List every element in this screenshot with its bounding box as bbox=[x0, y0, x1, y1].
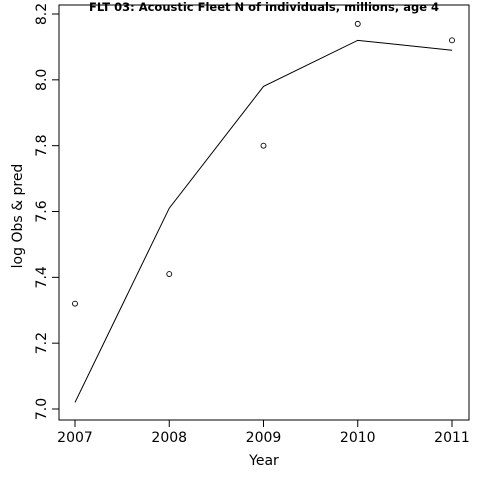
x-tick-label: 2007 bbox=[57, 430, 93, 446]
x-tick-label: 2008 bbox=[151, 430, 187, 446]
y-tick-label: 7.0 bbox=[34, 398, 50, 420]
y-tick-label: 7.2 bbox=[34, 332, 50, 354]
y-tick-label: 7.4 bbox=[34, 266, 50, 288]
observed-point bbox=[260, 142, 267, 149]
x-tick-label: 2011 bbox=[434, 430, 470, 446]
observed-point bbox=[354, 20, 361, 27]
observed-point bbox=[166, 271, 173, 277]
plot-frame bbox=[58, 4, 470, 421]
x-tick-label: 2010 bbox=[340, 430, 376, 446]
x-axis-label: Year bbox=[248, 453, 279, 469]
observed-points-series bbox=[72, 20, 455, 307]
y-tick-label: 7.6 bbox=[34, 200, 50, 222]
x-axis: 2007 2008 2009 2010 2011 bbox=[57, 419, 470, 446]
predicted-line bbox=[74, 39, 453, 403]
y-axis-label: log Obs & pred bbox=[10, 164, 26, 269]
chart-title: FLT 03: Acoustic Fleet N of individuals,… bbox=[89, 0, 439, 14]
y-tick-label: 8.2 bbox=[34, 3, 50, 25]
observed-point bbox=[72, 300, 78, 307]
y-axis: 7.0 7.2 7.4 7.6 7.8 8.0 8.2 bbox=[34, 3, 60, 420]
predicted-line-series bbox=[74, 39, 453, 403]
x-tick-label: 2009 bbox=[246, 430, 282, 446]
y-tick-label: 8.0 bbox=[34, 69, 50, 91]
y-tick-label: 7.8 bbox=[34, 135, 50, 157]
observed-point bbox=[449, 37, 455, 44]
